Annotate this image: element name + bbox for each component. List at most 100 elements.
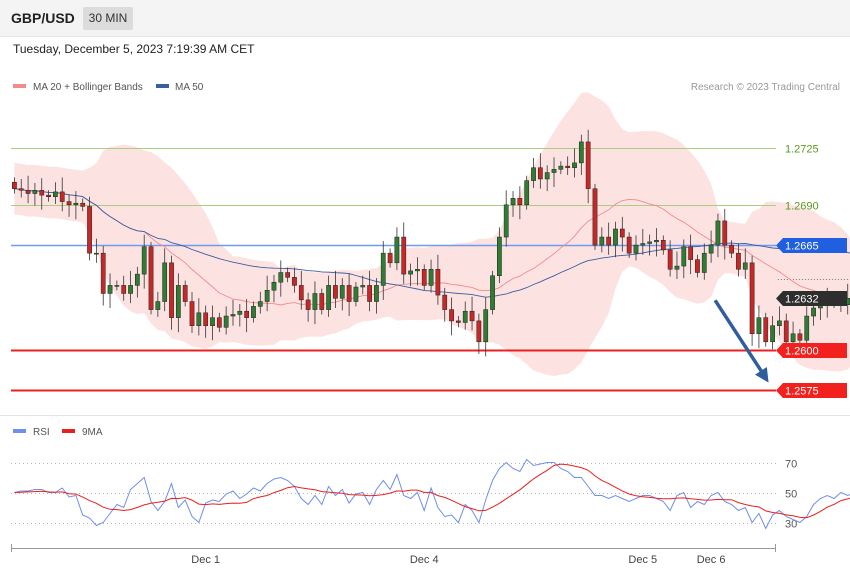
candle xyxy=(715,213,721,258)
candle xyxy=(428,259,434,293)
candle xyxy=(742,248,748,279)
candle xyxy=(223,306,229,335)
candle xyxy=(32,183,38,206)
candle xyxy=(278,260,284,297)
candle xyxy=(380,241,386,300)
candle-body xyxy=(469,310,475,322)
candle-body xyxy=(777,320,782,326)
rsi-ma-legend-label: 9MA xyxy=(82,427,103,438)
candle xyxy=(182,280,188,307)
level-tag-1.2632 xyxy=(776,291,847,306)
candle-body xyxy=(401,236,407,275)
candle-body xyxy=(708,244,714,254)
bollinger-band xyxy=(14,92,850,376)
candle xyxy=(578,134,584,175)
candle xyxy=(339,278,345,311)
candle xyxy=(59,177,65,212)
candle-body xyxy=(456,320,461,323)
ma20-legend-swatch xyxy=(13,84,26,88)
candle-body xyxy=(374,285,379,302)
candle xyxy=(770,316,775,350)
candle xyxy=(667,240,673,277)
candle-body xyxy=(578,141,584,164)
candle xyxy=(257,291,263,314)
candle xyxy=(360,275,366,295)
candle xyxy=(626,232,632,258)
candle xyxy=(285,267,290,283)
candle xyxy=(80,198,86,212)
candle xyxy=(394,227,400,271)
candle-body xyxy=(298,285,304,301)
candle-body xyxy=(537,167,543,180)
candle xyxy=(421,264,427,291)
candle xyxy=(169,255,174,330)
rsi-legend-label: RSI xyxy=(33,427,50,438)
candle-body xyxy=(654,240,659,243)
candle-body xyxy=(517,198,523,206)
candle xyxy=(114,280,120,291)
candle-body xyxy=(46,194,51,197)
candle-body xyxy=(155,301,161,310)
candle-body xyxy=(797,333,803,341)
candle xyxy=(121,275,127,301)
forecast-arrow-shaft xyxy=(713,299,766,376)
candle-body xyxy=(565,165,571,168)
candle-body xyxy=(667,249,673,270)
candle-body xyxy=(497,236,502,276)
candle xyxy=(490,270,495,315)
candle xyxy=(134,266,140,298)
candle-body xyxy=(408,270,413,275)
ma20-legend-label: MA 20 + Bollinger Bands xyxy=(33,82,143,93)
candle-body xyxy=(811,307,816,317)
candle xyxy=(251,301,256,323)
candle-body xyxy=(619,228,625,238)
candle-body xyxy=(134,273,140,286)
candle-body xyxy=(790,333,796,343)
candle-body xyxy=(244,310,250,318)
candle xyxy=(196,298,202,336)
candle-body xyxy=(633,244,639,254)
candle xyxy=(374,278,379,314)
timeframe-button[interactable]: 30 MIN xyxy=(83,7,133,30)
level-tag-1.2600 xyxy=(776,343,847,358)
candle-body xyxy=(701,252,707,273)
candle-body xyxy=(415,269,420,272)
candle-body xyxy=(572,162,577,168)
candle-body xyxy=(59,191,65,202)
candle xyxy=(298,270,304,310)
candle-body xyxy=(715,220,721,246)
candle xyxy=(756,305,762,349)
candle xyxy=(66,194,72,217)
candle-body xyxy=(428,269,434,286)
candle xyxy=(524,175,530,210)
candle-body xyxy=(230,314,236,317)
candle-body xyxy=(237,310,243,315)
rsi-level-label-50: 50 xyxy=(785,489,797,501)
candle-body xyxy=(333,285,338,299)
candle-body xyxy=(544,172,550,180)
candle xyxy=(18,179,24,198)
candle-body xyxy=(524,180,530,206)
candle xyxy=(449,297,454,336)
x-tick-label: Dec 1 xyxy=(191,554,220,566)
candle-body xyxy=(326,285,331,310)
candle xyxy=(804,306,810,348)
candle xyxy=(230,299,236,326)
candle xyxy=(73,191,79,220)
candle-body xyxy=(387,252,393,264)
ma20-line xyxy=(14,188,850,306)
candle xyxy=(647,234,653,256)
candle-body xyxy=(25,190,31,194)
candle xyxy=(237,303,243,327)
candle xyxy=(708,230,714,263)
x-tick-label: Dec 4 xyxy=(410,554,439,566)
candle-body xyxy=(251,306,256,318)
candle-body xyxy=(312,293,318,310)
level-label-1.2632: 1.2632 xyxy=(785,294,819,306)
candle xyxy=(613,221,618,258)
candle xyxy=(640,228,646,255)
candle-body xyxy=(681,246,687,267)
candle-body xyxy=(216,317,222,328)
